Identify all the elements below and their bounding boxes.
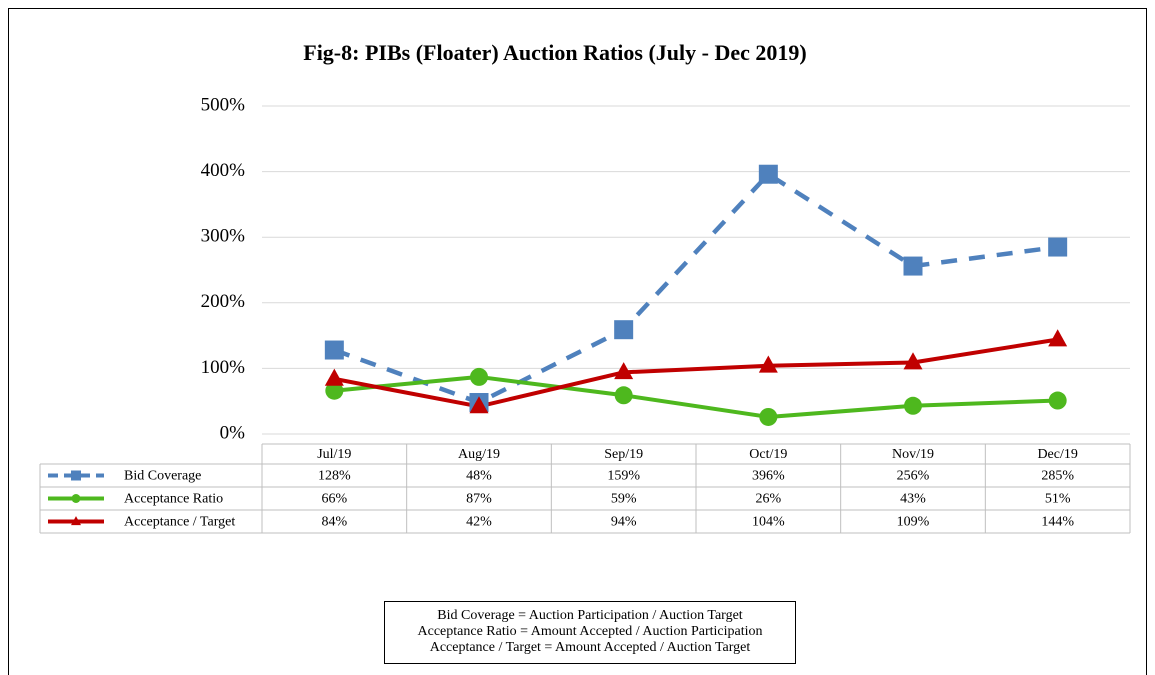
table-value: 94%	[611, 515, 637, 530]
note: Acceptance Ratio = Amount Accepted / Auc…	[418, 624, 763, 639]
table-value: 43%	[900, 492, 926, 507]
series-line	[334, 374, 1058, 419]
marker	[1048, 391, 1067, 410]
legend-label: Bid Coverage	[124, 469, 201, 484]
marker	[904, 396, 922, 415]
marker	[1048, 329, 1068, 347]
marker	[614, 320, 634, 340]
series-line	[333, 171, 1058, 405]
table-value: 51%	[1045, 492, 1071, 507]
marker	[903, 256, 923, 276]
marker	[759, 407, 778, 426]
marker	[470, 367, 488, 386]
table-value: 42%	[466, 515, 492, 530]
chart-border	[8, 8, 1147, 675]
legend-label: Acceptance / Target	[124, 515, 235, 530]
series-line	[333, 337, 1058, 409]
marker	[1048, 237, 1068, 257]
x-tick-label: Nov/19	[892, 447, 934, 462]
table-value: 159%	[607, 469, 640, 484]
table-value: 48%	[466, 469, 492, 484]
legend-marker	[71, 470, 81, 481]
table-value: 66%	[321, 492, 347, 507]
y-tick-label: 300%	[201, 226, 246, 247]
table-value: 285%	[1041, 469, 1074, 484]
note: Bid Coverage = Auction Participation / A…	[437, 608, 743, 623]
x-tick-label: Jul/19	[317, 447, 351, 462]
chart-title: Fig-8: PIBs (Floater) Auction Ratios (Ju…	[303, 40, 806, 65]
legend-marker	[71, 516, 81, 526]
table-value: 144%	[1041, 515, 1074, 530]
marker	[614, 386, 633, 405]
marker	[903, 352, 923, 370]
table-value: 109%	[897, 515, 930, 530]
y-tick-label: 200%	[201, 291, 246, 312]
table-value: 26%	[755, 492, 781, 507]
marker	[324, 368, 344, 386]
marker	[324, 340, 344, 360]
marker	[325, 381, 344, 400]
marker	[614, 362, 634, 380]
table-value: 128%	[318, 469, 351, 484]
table-value: 59%	[611, 492, 637, 507]
legend-label: Acceptance Ratio	[124, 492, 223, 507]
y-tick-label: 500%	[201, 94, 246, 115]
table-value: 87%	[466, 492, 492, 507]
y-tick-label: 100%	[201, 357, 246, 378]
y-tick-label: 0%	[220, 422, 246, 443]
note: Acceptance / Target = Amount Accepted / …	[430, 640, 751, 655]
x-tick-label: Aug/19	[458, 447, 500, 462]
table-value: 396%	[752, 469, 785, 484]
table-value: 256%	[897, 469, 930, 484]
notes-box	[384, 601, 796, 664]
marker	[469, 396, 489, 414]
marker	[758, 164, 778, 184]
x-tick-label: Oct/19	[749, 447, 787, 462]
marker	[758, 355, 778, 373]
legend-marker	[71, 494, 81, 503]
table-value: 84%	[321, 515, 347, 530]
table-value: 104%	[752, 515, 785, 530]
x-tick-label: Sep/19	[604, 447, 643, 462]
y-tick-label: 400%	[201, 160, 246, 181]
x-tick-label: Dec/19	[1037, 447, 1077, 462]
